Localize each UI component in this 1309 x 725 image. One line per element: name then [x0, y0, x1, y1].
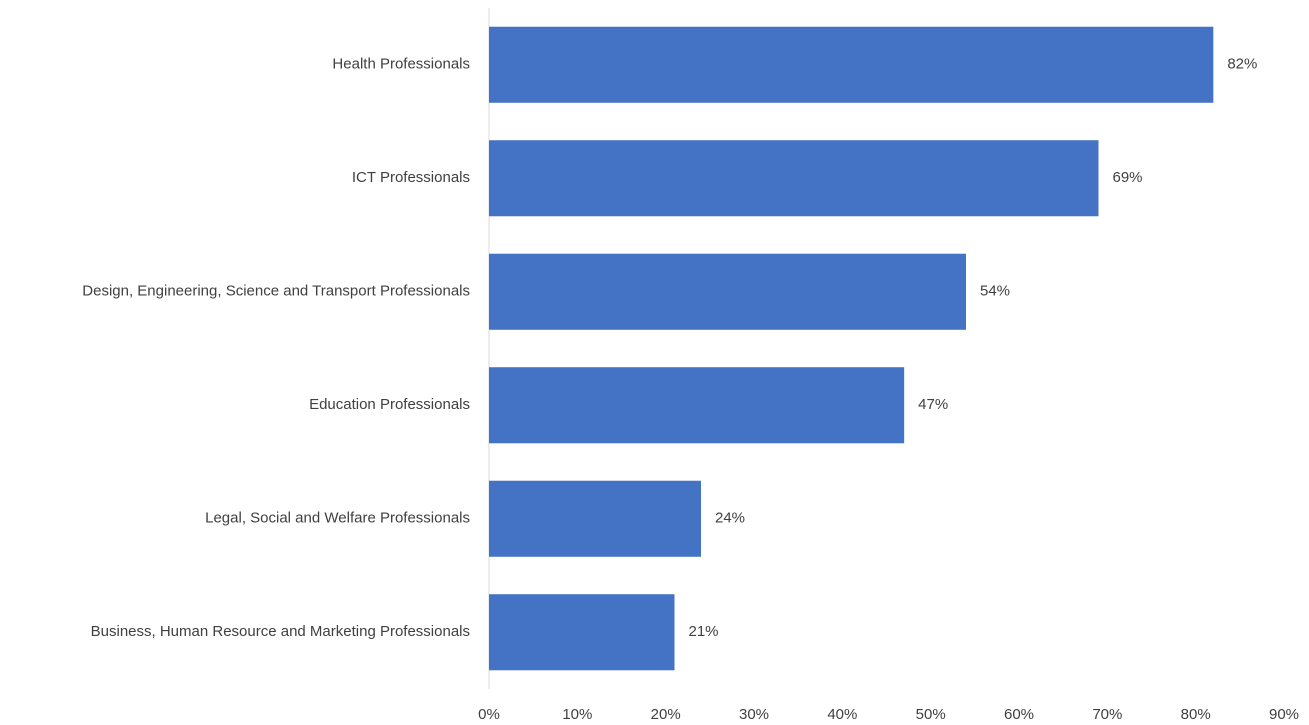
bar: [489, 140, 1099, 217]
y-tick-label: Design, Engineering, Science and Transpo…: [82, 283, 470, 300]
x-tick-label: 50%: [916, 706, 946, 723]
x-tick-label: 0%: [478, 706, 500, 723]
y-tick-label: Legal, Social and Welfare Professionals: [205, 510, 470, 527]
bar: [489, 26, 1214, 103]
x-tick-label: 80%: [1181, 706, 1211, 723]
data-label: 47%: [918, 396, 948, 413]
bar: [489, 367, 905, 444]
y-tick-label: Business, Human Resource and Marketing P…: [91, 623, 470, 640]
x-tick-label: 40%: [827, 706, 857, 723]
y-tick-label: ICT Professionals: [352, 169, 470, 186]
x-tick-label: 20%: [651, 706, 681, 723]
x-tick-label: 10%: [562, 706, 592, 723]
y-tick-label: Health Professionals: [332, 56, 470, 73]
data-label: 21%: [689, 623, 719, 640]
data-label: 69%: [1113, 169, 1143, 186]
data-label: 82%: [1227, 56, 1257, 73]
x-tick-label: 90%: [1269, 706, 1299, 723]
data-label: 24%: [715, 510, 745, 527]
x-tick-label: 60%: [1004, 706, 1034, 723]
bar: [489, 480, 701, 557]
x-tick-label: 30%: [739, 706, 769, 723]
data-label: 54%: [980, 283, 1010, 300]
bar: [489, 594, 675, 671]
bar: [489, 253, 966, 330]
y-tick-label: Education Professionals: [309, 396, 470, 413]
x-tick-label: 70%: [1092, 706, 1122, 723]
